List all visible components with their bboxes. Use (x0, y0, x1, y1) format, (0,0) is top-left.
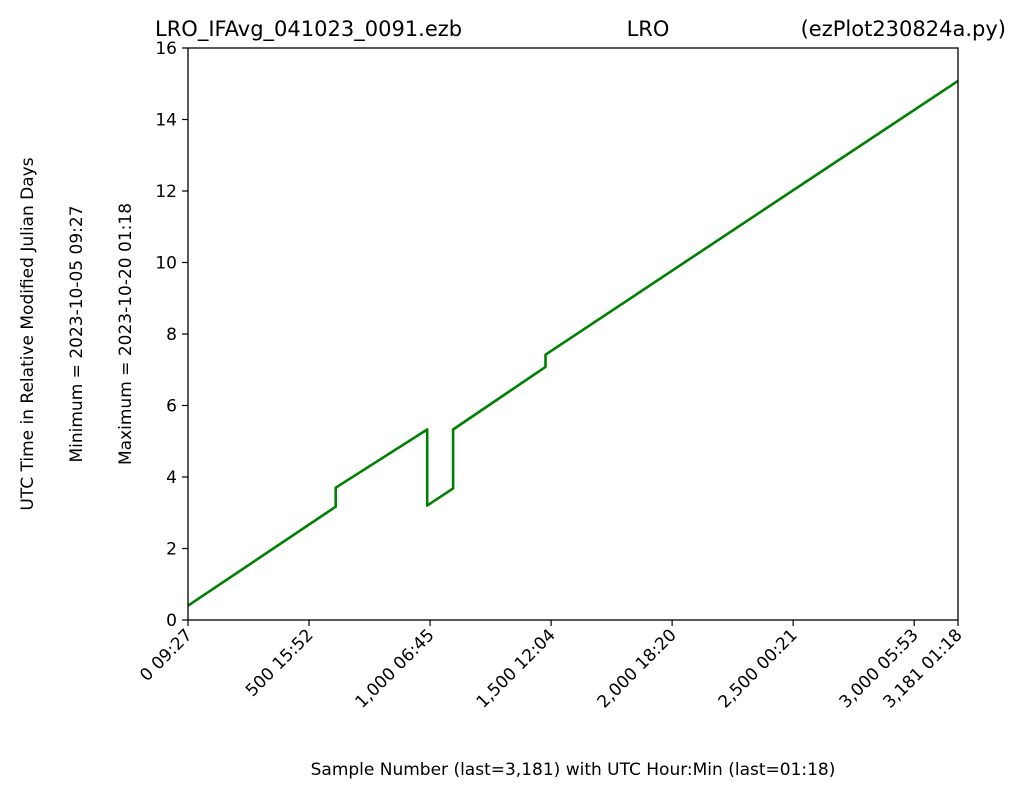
y-tick-label: 10 (155, 254, 177, 274)
title-right: (ezPlot230824a.py) (801, 17, 1006, 41)
y-tick-label: 0 (166, 611, 177, 631)
series-line-0 (187, 79, 959, 607)
y-axis-minimum-label: Minimum = 2023-10-05 09:27 (67, 205, 87, 462)
y-tick-label: 14 (155, 111, 177, 131)
y-axis-label: UTC Time in Relative Modified Julian Day… (18, 157, 38, 510)
y-tick-label: 6 (166, 397, 177, 417)
y-tick-label: 4 (166, 468, 177, 488)
y-axis-maximum-label: Maximum = 2023-10-20 01:18 (116, 203, 136, 465)
title-left: LRO_IFAvg_041023_0091.ezb (155, 17, 462, 42)
series-group (187, 79, 959, 607)
y-tick-label: 2 (166, 540, 177, 560)
x-axis-label: Sample Number (last=3,181) with UTC Hour… (311, 760, 836, 780)
y-tick-label: 12 (155, 182, 177, 202)
y-tick-label: 16 (155, 39, 177, 59)
y-tick-label: 8 (166, 325, 177, 345)
title-center: LRO (627, 17, 670, 41)
y-ticks: 0 2 4 6 8 10 12 14 16 (155, 39, 188, 631)
plot-frame (187, 47, 959, 621)
